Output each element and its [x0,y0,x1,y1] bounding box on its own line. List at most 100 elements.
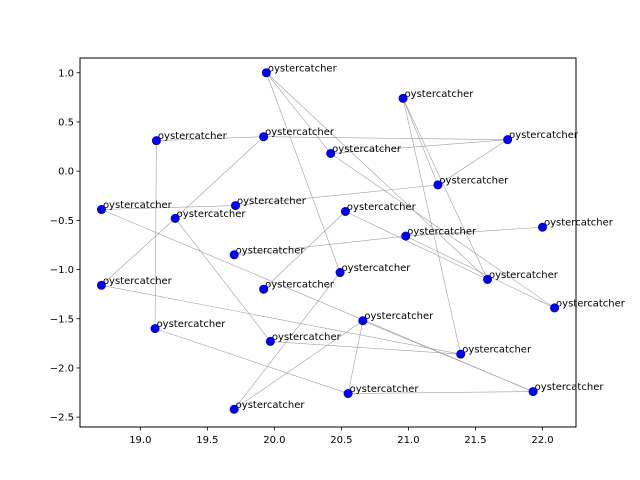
point-label: oystercatcher [157,319,227,330]
edge-line [234,235,406,256]
plot-frame [79,57,577,428]
edge-line [402,98,488,280]
edge-line [330,153,555,309]
data-point [150,324,160,334]
x-axis: 19.0 19.5 20.0 20.5 21.0 21.5 22.0 [129,427,554,446]
point-label: oystercatcher [272,332,342,343]
point-label: oystercatcher [332,144,402,155]
point-label: oystercatcher [350,384,420,395]
edge-line [154,140,157,329]
data-point [503,135,513,145]
edge-line [263,211,346,290]
point-label: oystercatcher [265,280,335,291]
data-point [259,284,269,294]
y-tick-label: −0.5 [50,216,74,227]
edge-line [405,235,555,309]
point-label: oystercatcher [405,89,475,100]
edge-line [402,98,462,355]
data-point [528,387,538,397]
point-label: oystercatcher [439,175,509,186]
edge-line [266,72,331,154]
y-tick-label: 0.0 [58,167,74,178]
point-label: oystercatcher [544,218,614,229]
x-tick-label: 19.0 [129,435,151,446]
point-label: oystercatcher [103,200,173,211]
edge-line [437,139,508,186]
edge-line [101,218,176,286]
data-point [483,274,493,284]
edge-line [101,285,461,355]
data-point [326,148,336,158]
y-tick-label: −2.5 [50,413,74,424]
data-point [340,207,350,217]
data-point [229,404,239,414]
y-tick-label: −1.5 [50,314,74,325]
y-tick-label: 1.0 [58,68,74,79]
edge-line [235,184,438,206]
point-label: oystercatcher [236,245,306,256]
point-label: oystercatcher [268,63,338,74]
data-point [398,93,408,103]
point-label: oystercatcher [364,311,434,322]
data-point [401,231,411,241]
point-label: oystercatcher [407,227,477,238]
data-point [170,213,180,223]
point-label: oystercatcher [177,209,247,220]
edge-line [263,136,508,140]
edge-line [405,226,543,237]
y-axis: −2.5 −2.0 −1.5 −1.0 −0.5 0.0 0.5 1.0 [50,68,80,424]
edge-line [330,139,508,154]
edge-line [266,72,341,273]
data-point [537,222,547,232]
point-label: oystercatcher [342,263,412,274]
edge-line [345,211,488,280]
point-label: oystercatcher [265,127,335,138]
edge-line [402,98,439,186]
points-layer [96,68,560,414]
data-point [433,180,443,190]
edge-line [174,136,264,219]
point-label: oystercatcher [509,130,579,141]
edge-line [174,218,271,342]
y-tick-label: 0.5 [58,117,74,128]
edge-line [101,209,534,392]
point-label: oystercatcher [489,270,559,281]
edge-line [266,72,488,280]
data-point [265,336,275,346]
x-tick-label: 20.5 [330,435,352,446]
x-tick-label: 21.5 [464,435,486,446]
point-labels-layer: oystercatcher oystercatcher oystercatcher o… [103,63,626,411]
edge-line [156,136,264,141]
edges-layer [101,72,555,410]
x-tick-label: 19.5 [196,435,218,446]
edge-line [233,272,341,410]
data-point [229,250,239,260]
data-point [96,205,106,215]
edge-line [362,320,534,392]
data-point [550,303,560,313]
data-point [261,68,271,78]
y-tick-label: −1.0 [50,265,74,276]
x-tick-label: 22.0 [531,435,553,446]
point-label: oystercatcher [237,196,307,207]
point-label: oystercatcher [103,276,173,287]
edge-line [154,328,349,394]
point-label: oystercatcher [158,131,228,142]
data-point [358,316,368,326]
data-point [231,201,241,211]
edge-line [270,341,461,355]
y-tick-label: −2.0 [50,363,74,374]
data-point [96,280,106,290]
data-point [456,349,466,359]
data-point [335,268,345,278]
point-label: oystercatcher [556,298,626,309]
point-label: oystercatcher [535,382,605,393]
edge-line [348,391,534,394]
edge-line [101,205,236,210]
data-point [151,136,161,146]
edge-line [233,320,364,410]
x-tick-label: 20.0 [263,435,285,446]
data-point [259,132,269,142]
data-point [343,389,353,399]
